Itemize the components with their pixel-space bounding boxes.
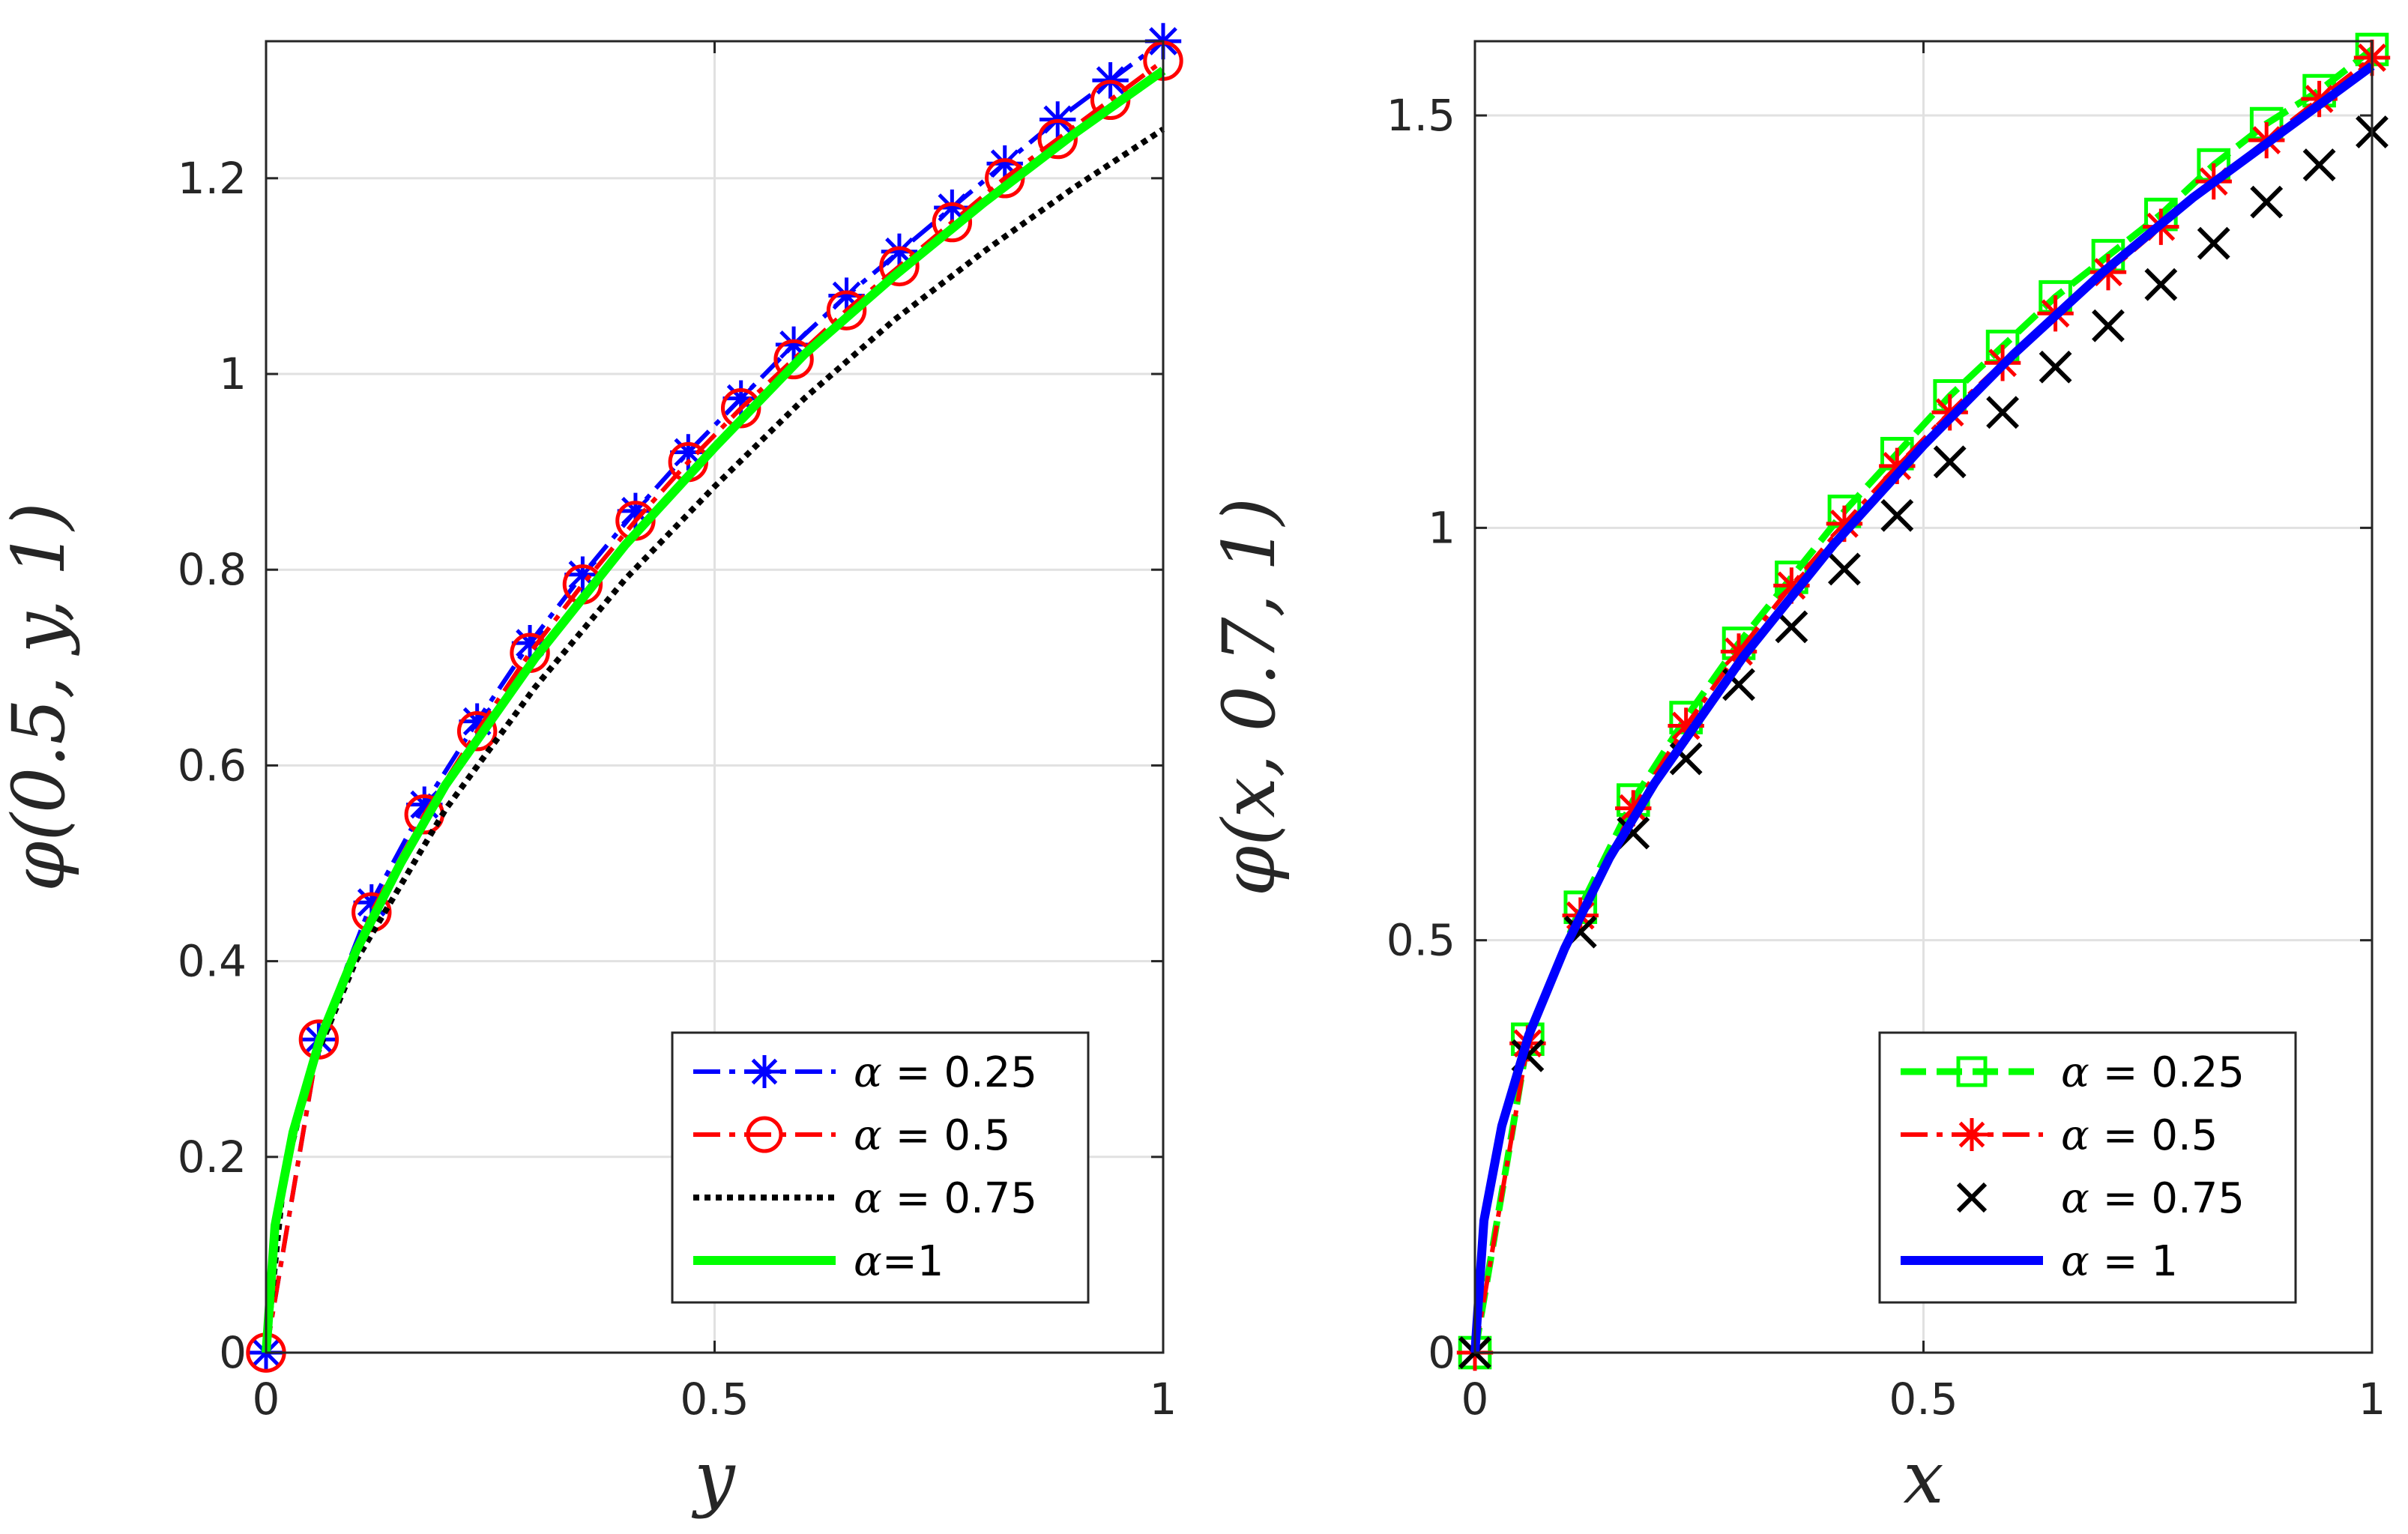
x-axis-label: x	[1903, 1436, 1943, 1520]
x-tick-label: 0.5	[1889, 1374, 1958, 1425]
legend-item-4: α = 1	[1901, 1237, 2178, 1286]
legend-label: α = 0.25	[2061, 1048, 2245, 1097]
legend-marker-sample	[746, 1116, 783, 1153]
data-point-marker	[1933, 445, 1967, 479]
legend-label: α = 0.75	[854, 1174, 1037, 1223]
legend-label-symbol: α	[854, 1048, 882, 1097]
data-point-marker	[932, 202, 973, 243]
legend-item-3: α = 0.75	[693, 1174, 1037, 1223]
data-point-marker	[456, 711, 498, 752]
data-point-marker	[1828, 552, 1861, 586]
legend-label-symbol: α	[2061, 1111, 2089, 1160]
data-point-marker	[2092, 309, 2125, 342]
x-tick-label: 0	[253, 1374, 280, 1425]
legend-label-value: = 0.25	[882, 1048, 1037, 1097]
y-tick-label: 0	[1428, 1327, 1455, 1378]
legend-label-symbol: α	[854, 1174, 882, 1223]
y-tick-label: 1.5	[1386, 90, 1455, 141]
y-axis-label: φ(0.5, y, 1)	[0, 502, 81, 891]
x-tick-label: 1	[1150, 1374, 1177, 1425]
legend-label-symbol: α	[2061, 1048, 2089, 1097]
legend: α = 0.25α = 0.5α = 0.75α = 1	[1878, 1031, 2297, 1304]
legend-marker-sample	[1955, 1118, 1988, 1151]
data-point-marker	[2144, 268, 2178, 301]
legend-label-value: = 0.75	[882, 1174, 1037, 1223]
chart-panel-1: 0 0.5 1 0 0.2 0.4 0.6 0.8 1 1.2 y φ(0.5, y, 1) α = 0…	[0, 22, 1183, 1520]
y-tick-label: 0.4	[178, 936, 247, 987]
data-point-marker	[2039, 350, 2072, 384]
data-point-marker	[2302, 148, 2336, 182]
series-4	[262, 67, 1166, 1353]
series-line	[1470, 62, 2375, 1353]
legend-label-symbol: α	[2061, 1237, 2089, 1286]
y-tick-label: 1	[219, 348, 247, 399]
legend-label-value: =1	[882, 1237, 944, 1286]
legend-label-symbol: α	[2061, 1174, 2089, 1223]
legend-item-1: α = 0.25	[693, 1048, 1037, 1097]
legend-label-symbol: α	[854, 1237, 882, 1286]
legend-label-value: = 0.75	[2089, 1174, 2245, 1223]
legend-label-value: = 1	[2089, 1237, 2178, 1286]
data-point-marker	[879, 246, 920, 287]
legend-label: α = 1	[2061, 1237, 2178, 1286]
y-tick-label: 0	[219, 1327, 247, 1378]
legend-label-value: = 0.5	[882, 1111, 1011, 1160]
legend-item-3: α = 0.75	[1956, 1174, 2245, 1223]
data-point-marker	[773, 339, 814, 380]
legend-item-2: α = 0.5	[693, 1111, 1010, 1160]
y-axis-label: φ(x, 0.7, 1)	[1207, 498, 1291, 896]
series-line	[262, 67, 1166, 1353]
legend: α = 0.25α = 0.5α = 0.75α=1	[671, 1031, 1090, 1304]
series-4	[1470, 62, 2375, 1353]
y-tick-label: 0.2	[178, 1132, 247, 1183]
x-tick-label: 0.5	[680, 1374, 749, 1425]
legend-item-2: α = 0.5	[1901, 1111, 2218, 1160]
y-tick-label: 1	[1428, 502, 1455, 553]
data-point-marker	[2250, 185, 2284, 219]
legend-label-symbol: α	[854, 1111, 882, 1160]
legend-item-4: α=1	[693, 1237, 944, 1286]
legend-label: α=1	[854, 1237, 944, 1286]
x-tick-label: 1	[2359, 1374, 2386, 1425]
y-tick-label: 0.8	[178, 544, 247, 595]
data-point-marker	[1880, 498, 1914, 532]
data-point-marker	[2197, 226, 2230, 260]
x-axis-label: y	[691, 1436, 736, 1520]
legend-marker-sample	[748, 1055, 781, 1088]
legend-label: α = 0.5	[854, 1111, 1010, 1160]
data-point-marker	[1775, 610, 1808, 644]
chart-panel-2: 0 0.5 100.511.5xφ(x, 0.7, 1)α = 0.25α = 0.…	[1207, 32, 2391, 1520]
legend-label: α = 0.5	[2061, 1111, 2218, 1160]
legend-label: α = 0.25	[854, 1048, 1037, 1097]
y-tick-label: 0.5	[1386, 915, 1455, 966]
y-tick-label: 1.2	[178, 153, 247, 204]
data-point-marker	[1037, 118, 1078, 160]
legend-label-value: = 0.5	[2089, 1111, 2218, 1160]
legend-label-value: = 0.25	[2089, 1048, 2245, 1097]
data-point-marker	[1986, 396, 2019, 429]
y-tick-label: 0.6	[178, 740, 247, 791]
legend-item-1: α = 0.25	[1901, 1048, 2245, 1097]
data-point-marker	[826, 290, 867, 330]
legend-marker-sample	[1956, 1056, 1988, 1087]
legend-label: α = 0.75	[2061, 1174, 2245, 1223]
x-tick-label: 0	[1461, 1374, 1489, 1425]
legend-marker-sample	[1956, 1182, 1988, 1213]
